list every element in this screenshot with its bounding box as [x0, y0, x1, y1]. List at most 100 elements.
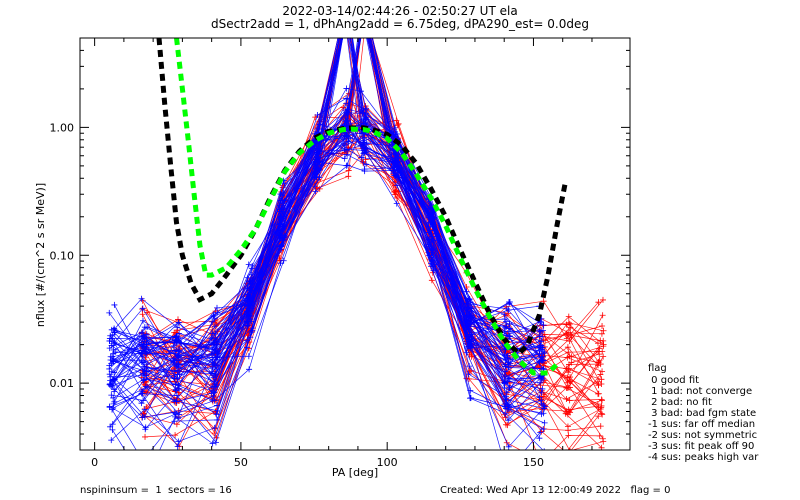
- model-lines: [156, 38, 569, 376]
- blue-sector-marker: [110, 346, 117, 353]
- blue-sector-marker: [243, 312, 250, 319]
- red-sector-marker: [596, 351, 603, 358]
- blue-sector-marker: [316, 145, 323, 152]
- blue-sector-marker: [312, 188, 319, 195]
- blue-sector-marker: [343, 162, 350, 169]
- red-sector-marker: [139, 311, 146, 318]
- red-sector-marker: [394, 195, 401, 202]
- red-sector-marker: [595, 359, 602, 366]
- blue-sector-marker: [211, 315, 218, 322]
- blue-sector-marker: [541, 403, 548, 410]
- blue-sector-marker: [276, 227, 283, 234]
- blue-sector-marker: [209, 440, 216, 447]
- blue-sector-marker: [279, 237, 286, 244]
- red-sector-marker: [595, 382, 602, 389]
- blue-sector-marker: [108, 360, 115, 367]
- red-sector-marker: [564, 423, 571, 430]
- blue-sector-marker: [213, 411, 220, 418]
- blue-sector-marker: [214, 416, 221, 423]
- blue-sector-marker: [505, 443, 512, 450]
- blue-sector-marker: [176, 411, 183, 418]
- blue-sector-marker: [106, 403, 113, 410]
- blue-sector-marker: [140, 347, 147, 354]
- blue-sector-marker: [390, 133, 397, 140]
- blue-sector-marker: [539, 353, 546, 360]
- blue-sector-marker: [425, 241, 432, 248]
- blue-sector-marker: [212, 323, 219, 330]
- red-sector-marker: [595, 299, 602, 306]
- blue-sector-marker: [540, 327, 547, 334]
- red-sector-marker: [566, 321, 573, 328]
- red-sector-marker: [566, 353, 573, 360]
- blue-sector-marker: [109, 421, 116, 428]
- blue-sector-marker: [281, 180, 288, 187]
- red-sector-marker: [598, 397, 605, 404]
- blue-sector-marker: [174, 443, 181, 450]
- blue-sector-marker: [107, 356, 114, 363]
- blue-sector-marker: [394, 182, 401, 189]
- blue-sector-marker: [175, 382, 182, 389]
- red-sector-marker: [600, 341, 607, 348]
- blue-sector-marker: [110, 405, 117, 412]
- red-sector-line: [145, 38, 604, 450]
- blue-sector-marker: [106, 345, 113, 352]
- red-sector-line: [145, 38, 603, 419]
- blue-sector-marker: [141, 406, 148, 413]
- blue-sector-line: [114, 38, 542, 386]
- red-sector-marker: [541, 377, 548, 384]
- blue-sector-marker: [465, 371, 472, 378]
- red-sector-marker: [345, 173, 352, 180]
- blue-sector-marker: [248, 284, 255, 291]
- red-sector-marker: [569, 448, 571, 450]
- blue-sector-marker: [213, 402, 220, 409]
- blue-sector-marker: [362, 110, 369, 117]
- blue-sector-marker: [139, 305, 146, 312]
- blue-sector-marker: [538, 365, 545, 372]
- red-sector-marker: [362, 156, 369, 163]
- blue-sector-marker: [208, 340, 215, 347]
- red-sector-marker: [598, 396, 605, 403]
- blue-sector-marker: [249, 292, 256, 299]
- blue-sector-marker: [141, 375, 148, 382]
- red-sector-marker: [393, 117, 400, 124]
- blue-sector-marker: [506, 300, 513, 307]
- blue-sector-marker: [214, 304, 220, 311]
- blue-sector-marker: [430, 245, 437, 252]
- blue-sector-marker: [280, 257, 287, 264]
- blue-sector-line: [112, 137, 541, 450]
- blue-sector-marker: [208, 368, 215, 375]
- blue-sector-marker: [503, 389, 510, 396]
- blue-sector-marker: [540, 426, 547, 433]
- red-sector-marker: [504, 422, 511, 429]
- blue-sector-marker: [107, 423, 114, 430]
- blue-sector-marker: [361, 166, 368, 173]
- blue-sector-marker: [213, 348, 220, 355]
- blue-sector-marker: [463, 349, 470, 356]
- red-sector-marker: [568, 359, 575, 366]
- blue-sector-marker: [503, 323, 510, 330]
- blue-sector-marker: [213, 338, 220, 345]
- red-sector-line: [145, 38, 604, 368]
- blue-sector-line: [112, 122, 540, 439]
- blue-sector-marker: [108, 437, 115, 444]
- blue-sector-marker: [107, 381, 114, 388]
- red-sector-marker: [599, 411, 606, 418]
- red-sector-marker: [564, 374, 571, 381]
- red-sector-marker: [599, 322, 606, 329]
- blue-sector-marker: [109, 426, 116, 433]
- blue-sector-marker: [276, 206, 283, 213]
- blue-sector-marker: [536, 344, 543, 351]
- blue-sector-marker: [111, 369, 118, 376]
- blue-sector-line: [114, 38, 540, 368]
- blue-sector-marker: [280, 212, 287, 219]
- blue-sector-marker: [466, 296, 473, 303]
- blue-sector-marker: [430, 267, 437, 274]
- blue-sector-marker: [390, 170, 397, 177]
- blue-sector-marker: [141, 363, 148, 370]
- blue-sector-marker: [502, 393, 509, 400]
- footer-settings: nspininsum = 1 sectors = 16: [80, 485, 232, 496]
- legend-item: -2 sus: not symmetric: [648, 430, 757, 441]
- blue-sector-marker: [505, 328, 512, 335]
- blue-sector-marker: [175, 348, 182, 355]
